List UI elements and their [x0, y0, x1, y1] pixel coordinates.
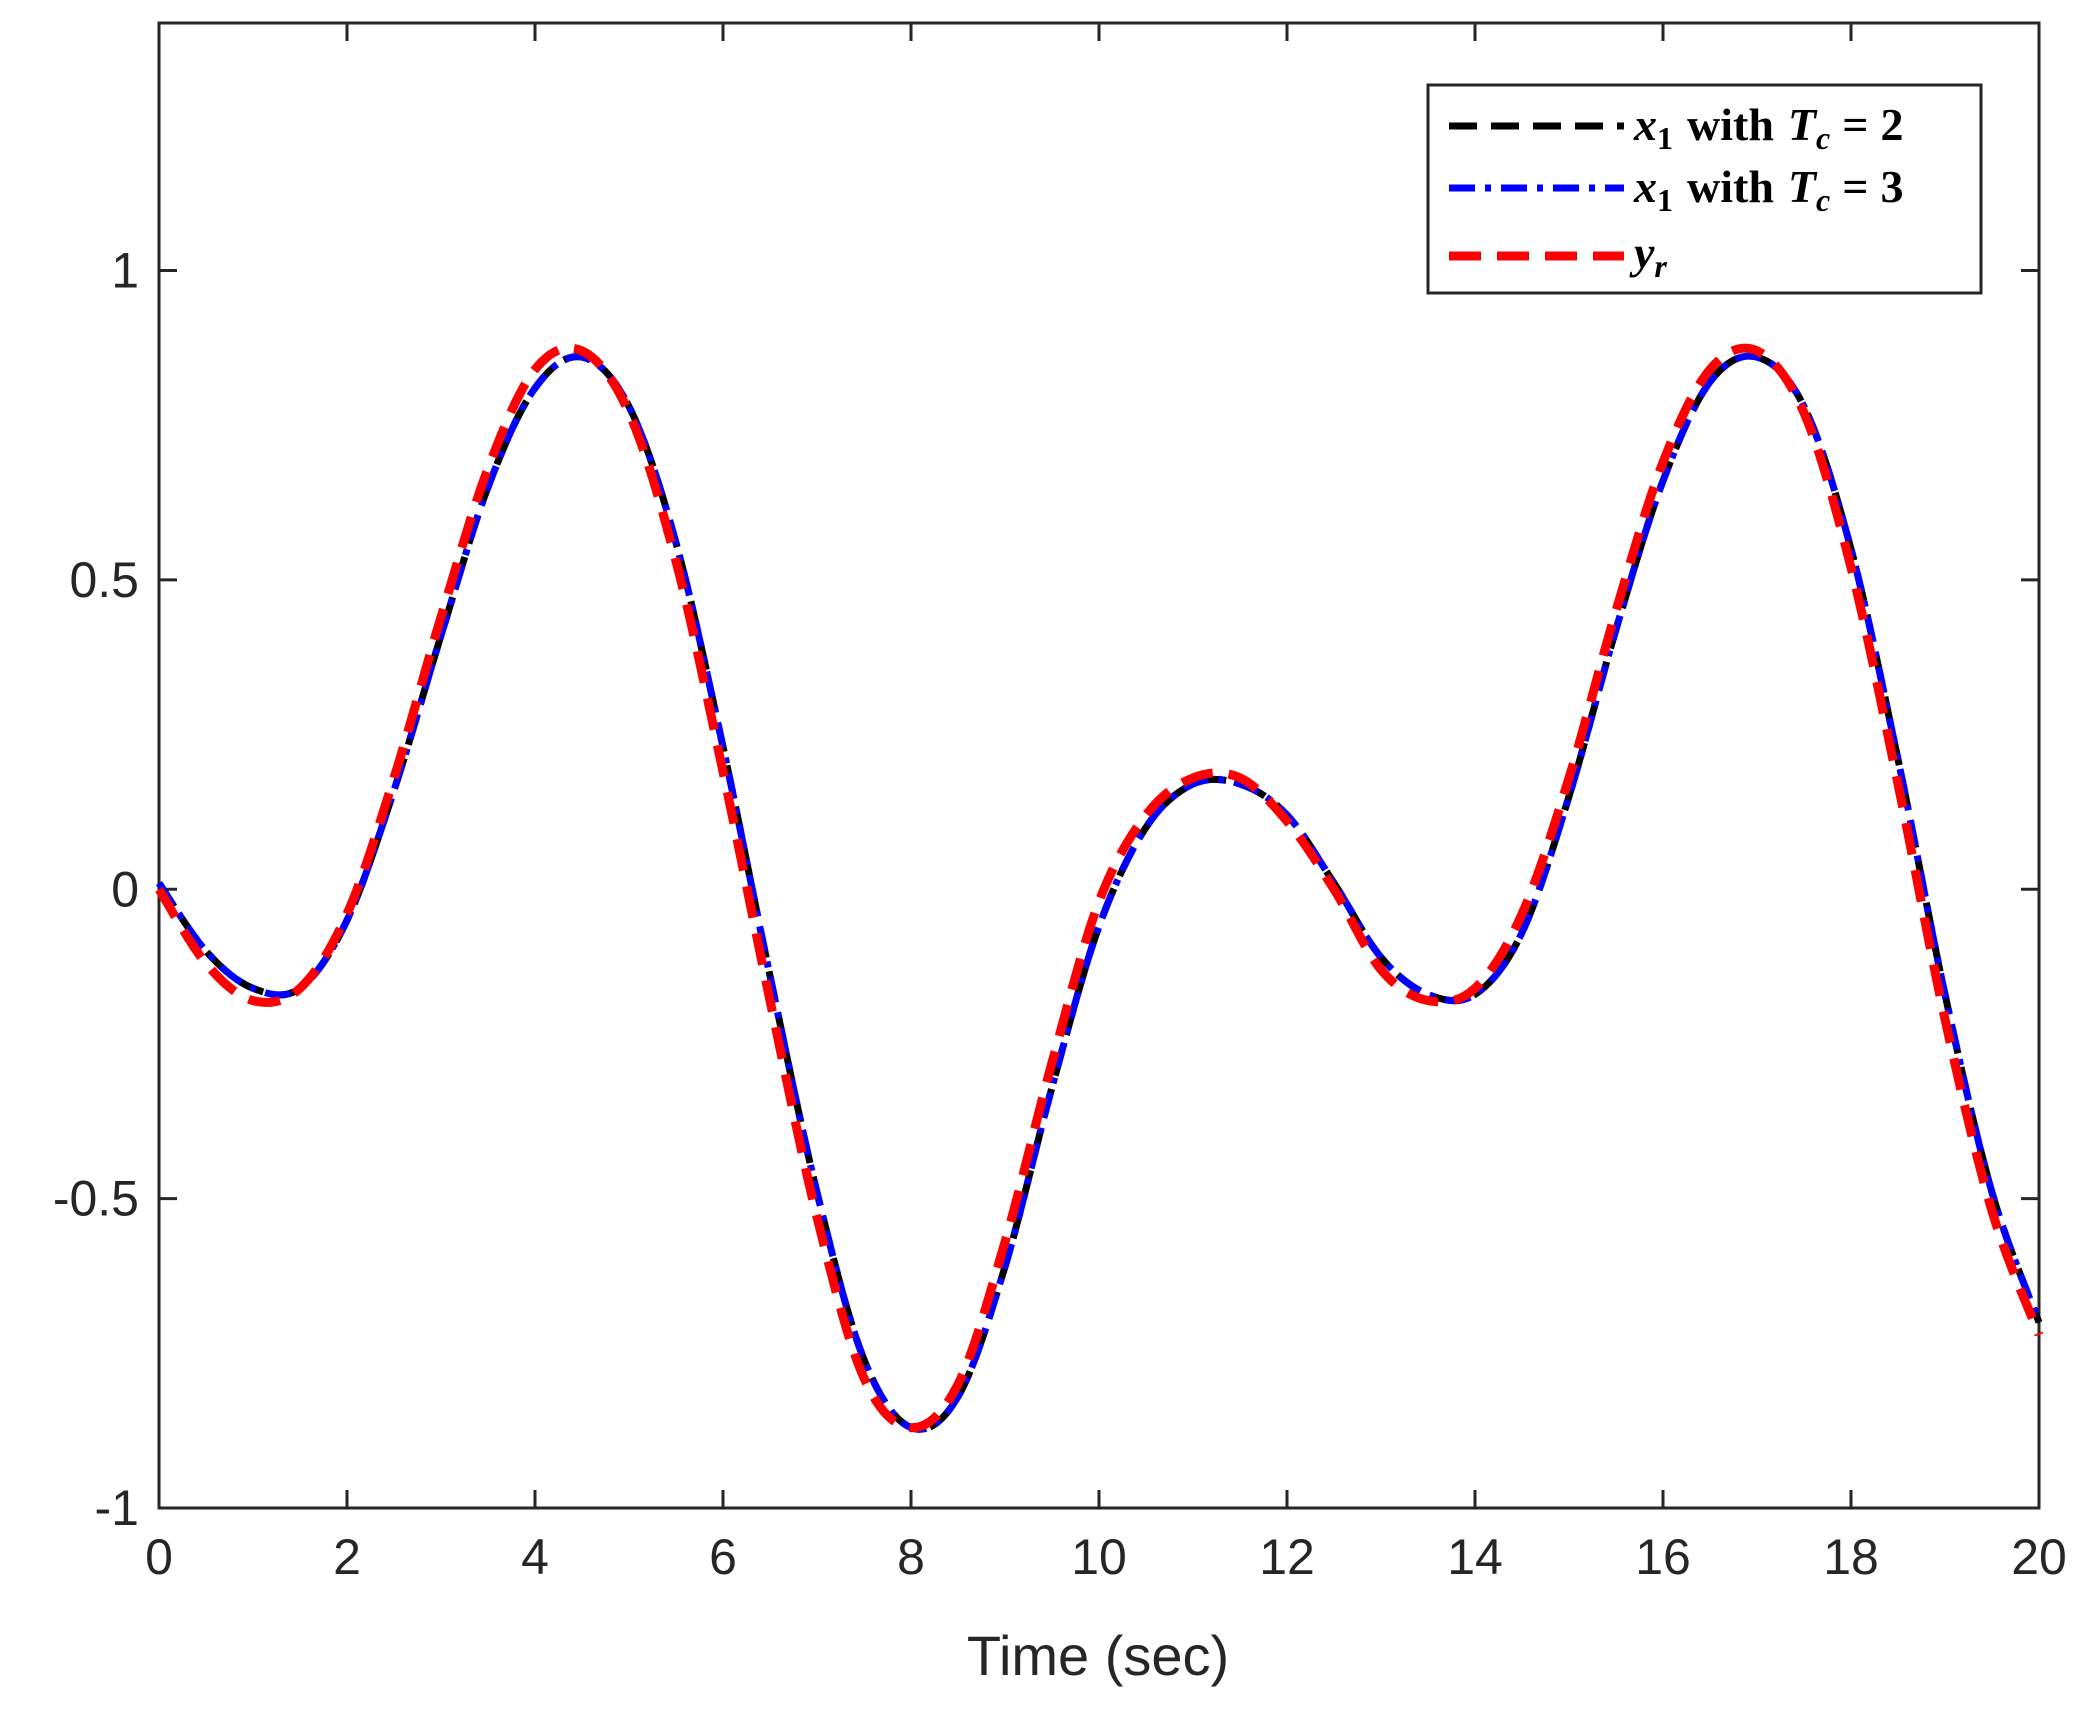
series-group [155, 343, 2044, 1433]
legend-label-x1-tc2: x1 with Tc = 2 [1633, 99, 1903, 156]
series-line-x1-tc3 [156, 352, 2043, 1433]
x-tick-label: 2 [333, 1529, 361, 1585]
x-tick-label: 20 [2011, 1529, 2067, 1585]
x-tick-label: 12 [1259, 1529, 1315, 1585]
y-tick-label: 1 [111, 243, 139, 299]
legend-label-x1-tc3: x1 with Tc = 3 [1633, 161, 1903, 218]
y-tick-label: 0.5 [69, 552, 139, 608]
x-tick-label: 16 [1635, 1529, 1691, 1585]
x-tick-label: 0 [145, 1529, 173, 1585]
x-tick-label: 14 [1447, 1529, 1503, 1585]
y-tick-label: 0 [111, 861, 139, 917]
series-line-yr [155, 343, 2044, 1433]
y-tick-label: -0.5 [53, 1171, 139, 1227]
x-axis-ticks: 0 2 4 6 8 10 12 14 16 18 20 [145, 23, 2067, 1585]
x-tick-label: 4 [521, 1529, 549, 1585]
x-axis-label: Time (sec) [967, 1624, 1229, 1687]
x-tick-label: 6 [709, 1529, 737, 1585]
y-axis-ticks: -1 -0.5 0 0.5 1 [53, 243, 2039, 1536]
legend: x1 with Tc = 2 x1 with Tc = 3 yr [1426, 83, 1983, 295]
y-tick-label: -1 [95, 1480, 139, 1536]
x-tick-label: 18 [1823, 1529, 1879, 1585]
legend-label-yr: yr [1629, 227, 1667, 284]
x-tick-label: 10 [1071, 1529, 1127, 1585]
x-tick-label: 8 [897, 1529, 925, 1585]
